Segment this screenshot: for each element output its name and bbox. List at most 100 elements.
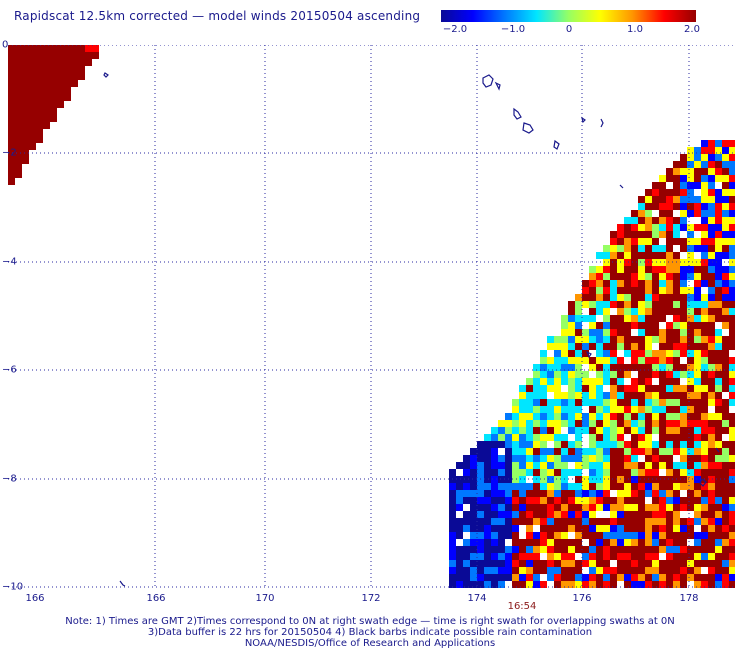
swath-pixel	[526, 441, 533, 448]
swath-pixel	[715, 504, 722, 511]
swath-pixel	[554, 378, 561, 385]
swath-pixel	[645, 504, 652, 511]
swath-pixel	[582, 553, 589, 560]
swath-pixel	[603, 546, 610, 553]
swath-pixel	[631, 378, 638, 385]
swath-pixel	[519, 518, 526, 525]
swath-pixel	[554, 525, 561, 532]
swath-pixel	[498, 546, 505, 553]
swath-pixel	[715, 301, 722, 308]
swath-pixel	[624, 511, 631, 518]
swath-pixel	[708, 525, 715, 532]
swath-pixel	[582, 413, 589, 420]
swath-pixel	[575, 371, 582, 378]
swath-pixel	[589, 448, 596, 455]
swath-pixel	[722, 371, 729, 378]
swath-pixel	[687, 343, 694, 350]
swath-pixel	[603, 434, 610, 441]
colorbar-tick-label: 0	[565, 24, 573, 35]
swath-pixel	[659, 427, 666, 434]
swath-pixel	[554, 350, 561, 357]
swath-pixel	[575, 567, 582, 574]
swath-pixel	[624, 266, 631, 273]
swath-pixel	[666, 581, 673, 588]
swath-pixel	[624, 476, 631, 483]
swath-pixel	[568, 497, 575, 504]
swath-pixel	[645, 210, 652, 217]
swath-pixel	[554, 483, 561, 490]
swath-pixel	[680, 406, 687, 413]
swath-pixel	[715, 518, 722, 525]
swath-pixel	[652, 224, 659, 231]
swath-pixel	[582, 294, 589, 301]
swath-pixel	[722, 462, 729, 469]
swath-pixel	[582, 490, 589, 497]
swath-pixel	[631, 231, 638, 238]
swath-pixel	[715, 490, 722, 497]
swath-pixel	[687, 252, 694, 259]
swath-pixel	[701, 140, 708, 147]
swath-pixel	[533, 413, 540, 420]
swath-pixel	[666, 210, 673, 217]
swath-pixel	[78, 73, 85, 80]
swath-pixel	[666, 546, 673, 553]
swath-pixel	[617, 483, 624, 490]
swath-pixel	[708, 434, 715, 441]
swath-pixel	[603, 343, 610, 350]
swath-pixel	[624, 364, 631, 371]
swath-pixel	[715, 245, 722, 252]
swath-pixel	[701, 574, 708, 581]
swath-pixel	[575, 399, 582, 406]
swath-pixel	[617, 392, 624, 399]
swath-pixel	[505, 462, 512, 469]
swath-pixel	[729, 252, 735, 259]
swath-pixel	[659, 441, 666, 448]
swath-pixel	[491, 546, 498, 553]
swath-pixel	[50, 94, 57, 101]
swath-pixel	[470, 469, 477, 476]
swath-pixel	[617, 490, 624, 497]
swath-pixel	[680, 322, 687, 329]
swath-pixel	[624, 238, 631, 245]
swath-pixel	[491, 455, 498, 462]
swath-pixel	[477, 483, 484, 490]
swath-pixel	[708, 476, 715, 483]
swath-pixel	[701, 350, 708, 357]
swath-pixel	[589, 364, 596, 371]
swath-pixel	[666, 518, 673, 525]
swath-pixel	[666, 399, 673, 406]
swath-pixel	[484, 553, 491, 560]
swath-pixel	[666, 553, 673, 560]
swath-pixel	[8, 59, 15, 66]
swath-pixel	[575, 497, 582, 504]
swath-pixel	[526, 434, 533, 441]
swath-pixel	[505, 511, 512, 518]
swath-pixel	[645, 420, 652, 427]
swath-pixel	[666, 343, 673, 350]
swath-pixel	[519, 448, 526, 455]
swath-pixel	[708, 581, 715, 588]
swath-pixel	[638, 245, 645, 252]
swath-pixel	[491, 448, 498, 455]
swath-pixel	[687, 189, 694, 196]
swath-pixel	[57, 52, 64, 59]
swath-pixel	[477, 511, 484, 518]
swath-pixel	[610, 371, 617, 378]
swath-pixel	[624, 483, 631, 490]
swath-pixel	[505, 546, 512, 553]
swath-pixel	[491, 518, 498, 525]
swath-pixel	[568, 301, 575, 308]
swath-pixel	[477, 441, 484, 448]
swath-pixel	[729, 322, 735, 329]
swath-pixel	[85, 52, 92, 59]
swath-pixel	[456, 518, 463, 525]
swath-pixel	[659, 294, 666, 301]
swath-pixel	[596, 364, 603, 371]
swath-pixel	[666, 469, 673, 476]
swath-pixel	[582, 385, 589, 392]
swath-pixel	[526, 511, 533, 518]
swath-pixel	[673, 329, 680, 336]
swath-pixel	[533, 574, 540, 581]
swath-pixel	[638, 217, 645, 224]
swath-pixel	[680, 371, 687, 378]
